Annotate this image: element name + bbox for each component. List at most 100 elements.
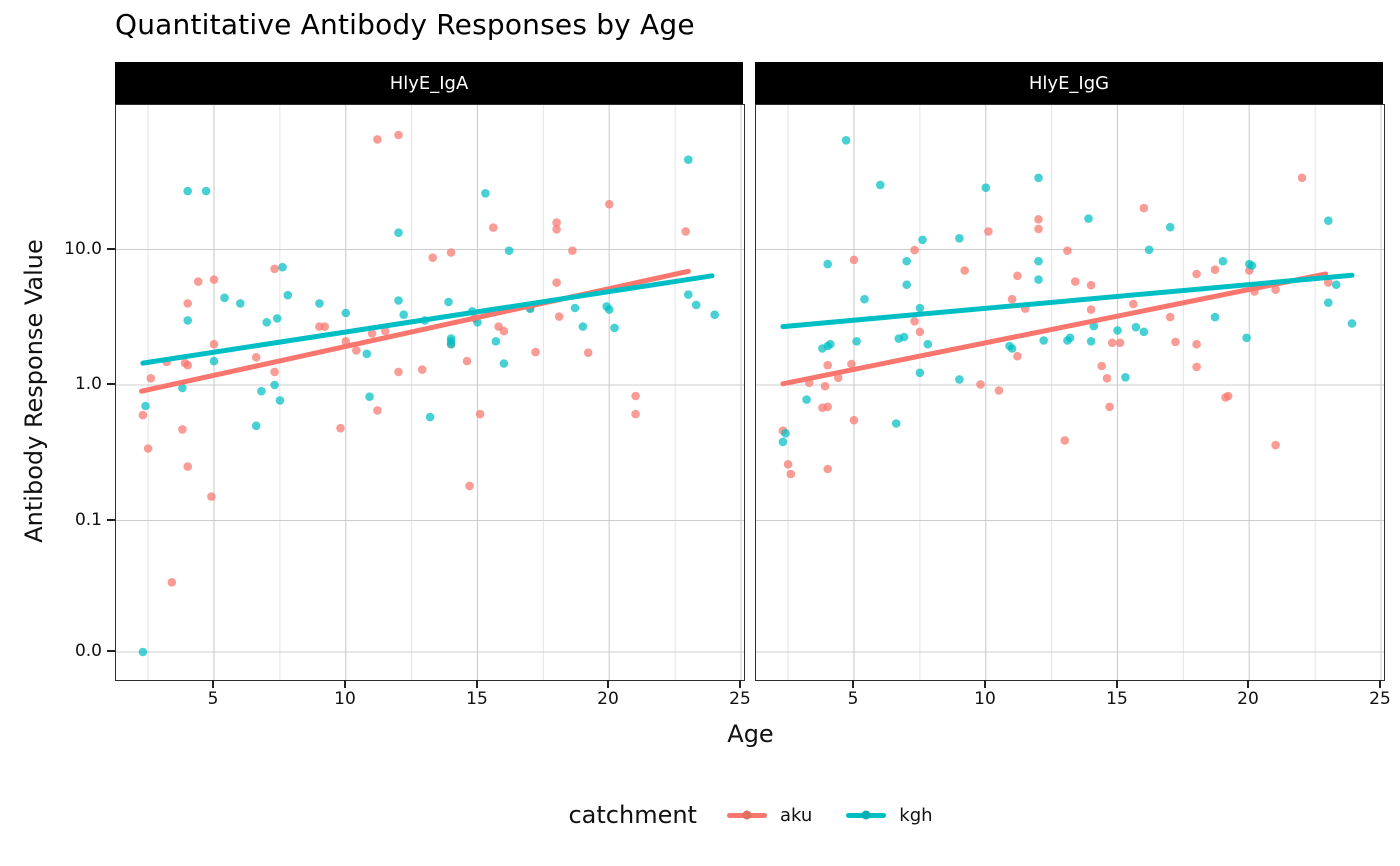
data-point-kgh <box>1121 373 1130 382</box>
data-point-aku <box>820 381 830 391</box>
data-point-kgh <box>955 375 964 384</box>
points-kgh <box>138 155 719 657</box>
aku-point-key-icon <box>742 810 752 820</box>
trend-line-kgh <box>140 273 715 366</box>
data-point-kgh <box>444 297 453 307</box>
x-tick-mark <box>739 680 741 688</box>
data-point-kgh <box>425 412 435 422</box>
aku-line-swatch-icon <box>726 810 767 820</box>
data-point-aku <box>631 391 640 401</box>
data-point-kgh <box>399 310 409 319</box>
data-point-kgh <box>860 294 869 304</box>
data-point-aku <box>1086 280 1096 290</box>
trend-line-kgh <box>780 272 1355 330</box>
data-point-kgh <box>481 189 490 198</box>
data-point-aku <box>1063 246 1072 255</box>
data-point-aku <box>1271 440 1280 450</box>
legend-label-kgh: kgh <box>899 804 933 826</box>
data-point-aku <box>1071 277 1080 286</box>
data-point-kgh <box>183 316 192 325</box>
points-kgh <box>778 136 1357 447</box>
data-point-kgh <box>902 256 911 266</box>
data-point-kgh <box>852 337 861 346</box>
data-point-aku <box>489 223 498 232</box>
data-point-aku <box>631 409 640 419</box>
legend-item-kgh: kgh <box>846 804 933 826</box>
data-point-aku <box>823 360 832 370</box>
x-tick-label: 15 <box>466 689 488 709</box>
x-tick-mark <box>344 680 346 688</box>
data-point-kgh <box>710 310 719 319</box>
data-point-kgh <box>610 323 619 333</box>
data-point-aku <box>499 326 509 336</box>
data-point-kgh <box>362 349 372 359</box>
data-point-aku <box>183 299 192 308</box>
legend: catchment aku kgh <box>115 790 1386 840</box>
data-point-kgh <box>1039 336 1048 345</box>
data-point-kgh <box>802 395 811 404</box>
data-point-kgh <box>1331 280 1341 289</box>
x-tick-label: 20 <box>1237 689 1259 709</box>
kgh-line-swatch-icon <box>846 810 887 820</box>
data-point-kgh <box>684 155 693 164</box>
data-point-aku <box>833 373 843 383</box>
data-point-aku <box>847 359 856 369</box>
data-point-kgh <box>220 293 229 303</box>
data-point-kgh <box>183 186 192 196</box>
data-point-aku <box>1192 269 1201 279</box>
data-point-aku <box>1013 271 1022 281</box>
data-point-aku <box>681 227 690 236</box>
data-point-aku <box>352 346 361 355</box>
data-point-kgh <box>1242 333 1251 343</box>
trend-line-aku <box>139 268 691 394</box>
data-point-kgh <box>251 421 261 431</box>
facet-strip-hlye-iga: HlyE_IgA <box>115 62 743 105</box>
data-point-kgh <box>1324 298 1333 307</box>
data-point-aku <box>320 322 329 331</box>
data-point-aku <box>373 135 382 144</box>
data-point-aku <box>910 245 919 255</box>
data-point-aku <box>984 227 993 236</box>
facet-strip-label: HlyE_IgG <box>1028 73 1110 94</box>
scatter-plot-hlye-iga <box>116 105 744 680</box>
data-point-kgh <box>1144 245 1154 255</box>
data-point-kgh <box>1084 214 1093 223</box>
data-point-kgh <box>1247 261 1257 270</box>
data-point-aku <box>465 481 474 491</box>
kgh-point-key-icon <box>861 810 871 820</box>
y-tick-mark <box>107 248 115 250</box>
data-point-kgh <box>262 318 271 327</box>
data-point-kgh <box>1089 321 1099 331</box>
data-point-aku <box>1102 374 1112 383</box>
x-tick-mark <box>607 680 609 688</box>
data-point-aku <box>960 266 969 275</box>
data-point-kgh <box>823 259 832 269</box>
data-point-kgh <box>1165 222 1175 232</box>
data-point-aku <box>1139 203 1149 213</box>
data-point-kgh <box>1139 327 1149 337</box>
data-point-aku <box>786 469 796 479</box>
data-point-aku <box>1210 265 1220 274</box>
data-point-aku <box>251 353 261 362</box>
data-point-kgh <box>1347 319 1357 328</box>
data-point-kgh <box>876 180 885 190</box>
data-point-kgh <box>499 359 509 368</box>
data-point-kgh <box>394 296 403 305</box>
data-point-aku <box>1034 215 1043 224</box>
data-point-kgh <box>270 380 279 390</box>
data-point-aku <box>583 348 593 357</box>
data-point-aku <box>1115 338 1125 348</box>
x-tick-label: 15 <box>1106 689 1128 709</box>
data-point-kgh <box>915 368 925 378</box>
data-point-kgh <box>1113 326 1122 335</box>
data-point-kgh <box>236 299 245 308</box>
data-point-aku <box>394 130 403 140</box>
data-point-aku <box>915 327 925 337</box>
points-aku <box>138 130 690 587</box>
data-point-aku <box>1171 337 1180 347</box>
x-tick-label: 10 <box>974 689 996 709</box>
plot-panel-hlye-iga <box>115 104 745 681</box>
data-point-kgh <box>826 339 835 349</box>
plot-panel-hlye-igg <box>755 104 1385 681</box>
